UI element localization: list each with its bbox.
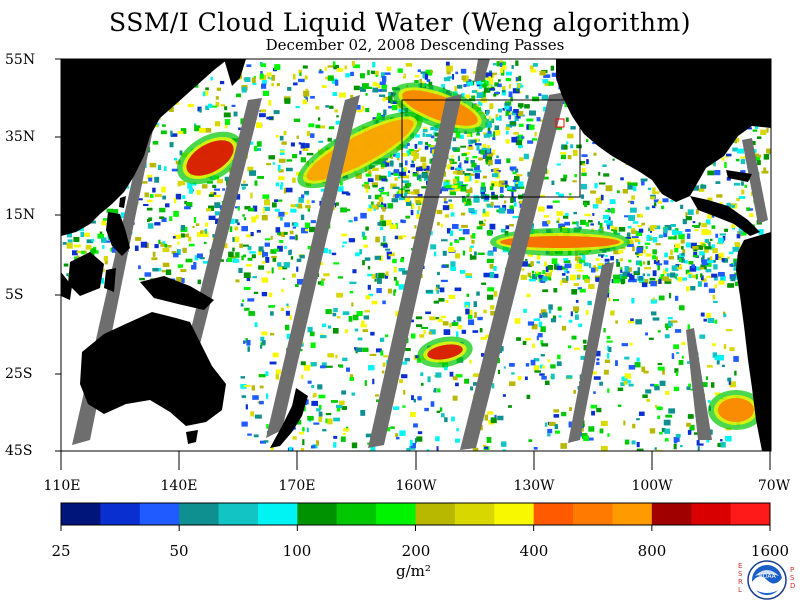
colorbar-label: 25 [51,542,71,560]
latitude-label-55N: 55N [5,52,36,68]
longitude-label-100W: 100W [631,478,673,494]
colorbar-swatch [257,503,298,525]
colorbar-swatch [494,503,535,525]
logo-text: NOAA [758,573,776,580]
colorbar-swatch [376,503,416,525]
colorbar-label: 400 [519,542,549,560]
latitude-ticks [55,58,61,452]
swath-gap [568,262,614,443]
land-masses [61,59,771,451]
land-south-america [736,232,771,451]
land-asia [61,59,228,236]
colorbar-swatch [612,503,653,525]
latitude-label-25S: 25S [5,366,33,382]
colorbar-swatch [139,503,180,525]
land-australia [80,312,226,426]
colorbar-swatch [218,503,259,525]
longitude-label-170E: 170E [278,478,316,494]
land-north-america [556,59,771,202]
colorbar-label: 100 [282,542,312,560]
marker-red-square [555,118,565,128]
land-central-america [690,196,760,236]
swath-gap [368,94,462,448]
longitude-label-130W: 130W [513,478,555,494]
colorbar-swatch [691,503,732,525]
land-tasmania [186,430,198,444]
colorbar-units: g/m² [396,562,431,580]
land-borneo [68,252,104,296]
land-sumatra [61,272,72,300]
colorbar [60,502,771,531]
region-outline-box [401,99,581,198]
swath-gap [686,328,712,440]
longitude-label-160W: 160W [395,478,437,494]
swath-gap [266,95,360,438]
map-plot-area [61,59,771,451]
colorbar-swatch [454,503,495,525]
colorbar-swatch [573,503,613,525]
longitude-label-110E: 110E [43,478,81,494]
swath-gap [474,59,490,82]
colorbar-label: 1600 [750,542,790,560]
latitude-label-15N: 15N [5,207,36,223]
map-title: SSM/I Cloud Liquid Water (Weng algorithm… [109,8,691,37]
latitude-label-35N: 35N [5,129,36,145]
colorbar-label: 50 [169,542,189,560]
colorbar-swatch [730,503,771,525]
latitude-label-45S: 45S [5,443,33,459]
land-sulawesi [104,268,116,292]
colorbar-swatch [179,503,220,525]
colorbar-swatch [336,503,377,525]
colorbar-swatch [297,503,338,525]
land-cuba [726,170,752,182]
latitude-label-5S: 5S [5,287,24,303]
noaa-emblem-icon: NOAA [747,560,787,600]
longitude-label-70W: 70W [757,478,791,494]
colorbar-swatch [651,503,692,525]
map-subtitle: December 02, 2008 Descending Passes [265,36,565,54]
swath-gap [460,92,566,450]
land-taiwan [119,196,126,208]
land-philippines [106,212,130,256]
land-japan [142,72,180,122]
colorbar-swatch [100,503,141,525]
colorbar-label: 200 [401,542,431,560]
colorbar-label: 800 [637,542,667,560]
swath-gap [742,138,768,224]
colorbar-swatch [415,503,456,525]
colorbar-swatch [533,503,574,525]
land-new-zealand [270,388,308,448]
land-kamchatka [224,59,246,86]
land-new-guinea [140,276,214,310]
longitude-label-140E: 140E [160,478,198,494]
longitude-ticks [60,451,771,470]
colorbar-swatch [61,503,101,525]
